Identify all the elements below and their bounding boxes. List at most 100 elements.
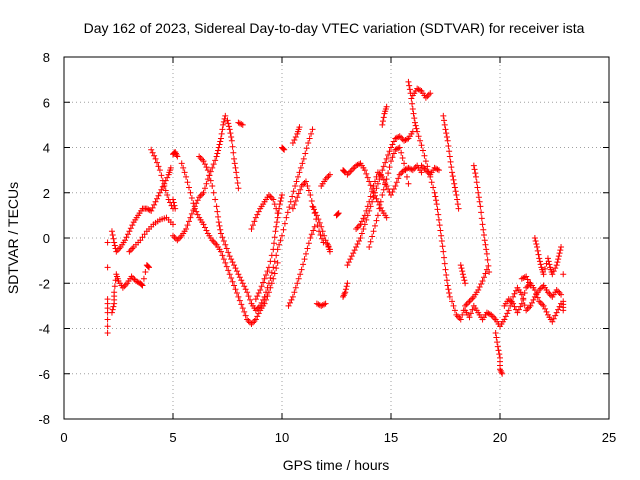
axis-ticks: 0 5 10 15 20 25 -8 -6 -4 -2 0 2 4 6 8 [38, 50, 616, 445]
data-point [383, 182, 390, 189]
data-point [180, 164, 187, 171]
data-point [434, 206, 441, 213]
data-point [441, 121, 448, 128]
data-point [263, 271, 270, 278]
data-point [139, 282, 146, 289]
data-point [271, 240, 278, 247]
data-point [277, 237, 284, 244]
data-point [380, 118, 387, 125]
data-point [334, 210, 341, 217]
data-point [273, 265, 280, 272]
data-point [236, 120, 243, 127]
data-point [294, 280, 301, 287]
data-point [261, 300, 268, 307]
data-point [481, 274, 488, 281]
data-point [288, 296, 295, 303]
data-point [244, 289, 251, 296]
data-point [183, 173, 190, 180]
data-point [215, 144, 222, 151]
data-point [446, 148, 453, 155]
data-point [144, 262, 151, 269]
data-point [412, 122, 419, 129]
data-point [239, 280, 246, 287]
data-point [271, 234, 278, 241]
data-point [502, 313, 509, 320]
data-point [403, 136, 410, 143]
data-point [360, 215, 367, 222]
data-point [473, 173, 480, 180]
data-point [376, 170, 383, 177]
data-point [172, 205, 179, 212]
data-point [215, 147, 222, 154]
data-point [466, 314, 473, 321]
data-point [396, 171, 403, 178]
data-point [261, 275, 268, 282]
data-point [473, 179, 480, 186]
data-point [531, 287, 538, 294]
data-point [456, 314, 463, 321]
data-point [232, 164, 239, 171]
data-point [292, 133, 299, 140]
data-point [443, 271, 450, 278]
data-point [431, 189, 438, 196]
data-point [267, 258, 274, 265]
data-point [457, 262, 464, 269]
data-point [477, 203, 484, 210]
data-point [417, 137, 424, 144]
data-point [151, 201, 158, 208]
data-point [316, 219, 323, 226]
data-point [450, 302, 457, 309]
data-point [441, 260, 448, 267]
data-point [221, 115, 228, 122]
data-point [217, 248, 224, 255]
data-point [539, 284, 546, 291]
data-point [478, 281, 485, 288]
data-point [158, 172, 165, 179]
data-point [265, 264, 272, 271]
data-point [254, 305, 261, 312]
data-point [315, 216, 322, 223]
data-point [104, 296, 111, 303]
data-point [445, 142, 452, 149]
data-point [207, 177, 214, 184]
data-point [393, 179, 400, 186]
data-point [439, 243, 446, 250]
data-point [372, 192, 379, 199]
data-point [313, 212, 320, 219]
data-point [481, 231, 488, 238]
data-point [523, 307, 530, 314]
data-point [226, 253, 233, 260]
data-point [483, 250, 490, 257]
data-point [466, 298, 473, 305]
data-point [402, 167, 409, 174]
data-point [232, 265, 239, 272]
data-point [361, 212, 368, 219]
data-point [252, 296, 259, 303]
data-point [141, 231, 148, 238]
y-axis-label: SDTVAR / TECUs [5, 182, 21, 294]
data-point [276, 241, 283, 248]
data-point [441, 254, 448, 261]
data-point [239, 121, 246, 128]
data-point [408, 166, 415, 173]
y-tick-label: 4 [43, 141, 50, 156]
data-point [528, 299, 535, 306]
data-point [383, 214, 390, 221]
data-point [251, 218, 258, 225]
data-point [364, 174, 371, 181]
data-point [411, 115, 418, 122]
data-point [236, 297, 243, 304]
data-point [510, 293, 517, 300]
data-point [228, 133, 235, 140]
data-point [228, 274, 235, 281]
data-point [300, 261, 307, 268]
data-point [228, 256, 235, 263]
data-point [254, 313, 261, 320]
data-point [303, 145, 310, 152]
data-point [482, 241, 489, 248]
data-point [446, 293, 453, 300]
data-point [357, 235, 364, 241]
data-point [145, 263, 152, 270]
data-point [411, 119, 418, 126]
data-point [418, 169, 425, 176]
